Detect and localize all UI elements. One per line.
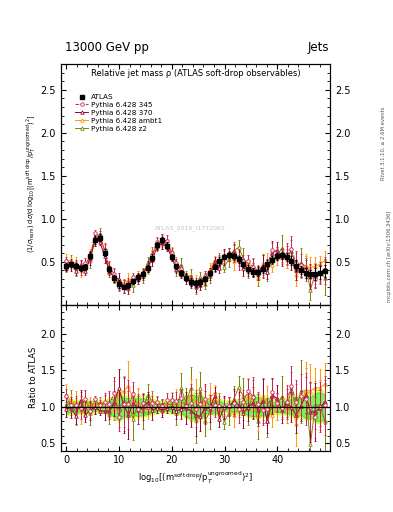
Text: 13000 GeV pp: 13000 GeV pp <box>65 41 149 54</box>
Text: Relative jet mass ρ (ATLAS soft-drop observables): Relative jet mass ρ (ATLAS soft-drop obs… <box>91 69 300 78</box>
X-axis label: log$_{10}$[(m$^{\rm soft\,drop}$/p$_T^{\rm ungroomed}$)$^2$]: log$_{10}$[(m$^{\rm soft\,drop}$/p$_T^{\… <box>138 470 253 486</box>
Text: mcplots.cern.ch [arXiv:1306.3436]: mcplots.cern.ch [arXiv:1306.3436] <box>387 210 391 302</box>
Text: Jets: Jets <box>308 41 329 54</box>
Legend: ATLAS, Pythia 6.428 345, Pythia 6.428 370, Pythia 6.428 ambt1, Pythia 6.428 z2: ATLAS, Pythia 6.428 345, Pythia 6.428 37… <box>74 93 164 133</box>
Y-axis label: $(1/\sigma_{\rm resm})$ d$\sigma$/d log$_{10}$[(m$^{\rm soft\,drop}$/p$_T^{\rm u: $(1/\sigma_{\rm resm})$ d$\sigma$/d log$… <box>24 115 38 253</box>
Text: ATLAS_2019_I1772062: ATLAS_2019_I1772062 <box>155 225 226 230</box>
Y-axis label: Ratio to ATLAS: Ratio to ATLAS <box>29 347 38 408</box>
Text: Rivet 3.1.10, ≥ 2.6M events: Rivet 3.1.10, ≥ 2.6M events <box>381 106 386 180</box>
